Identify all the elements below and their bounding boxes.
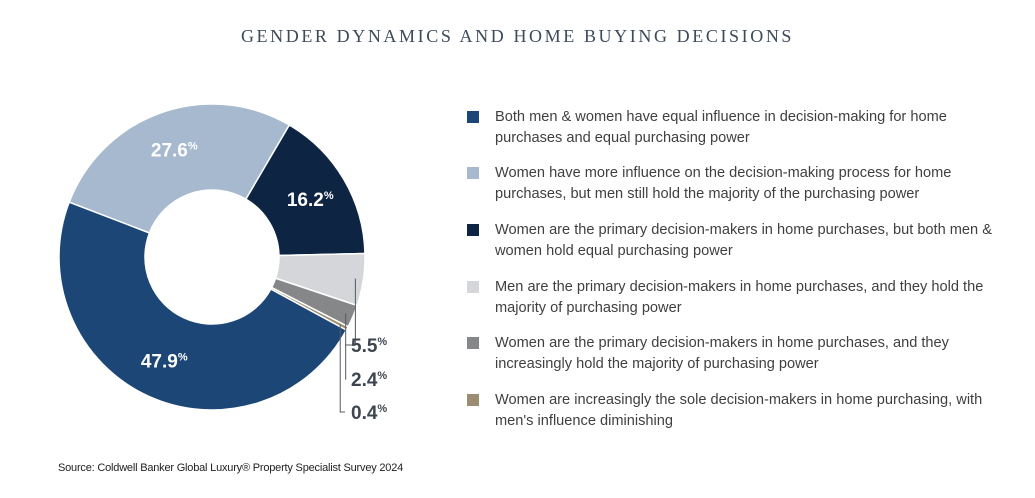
legend-label: Women have more influence on the decisio… bbox=[495, 165, 952, 202]
donut-slice bbox=[244, 123, 366, 257]
slice-label: 5.5% bbox=[351, 336, 387, 357]
chart-title: GENDER DYNAMICS AND HOME BUYING DECISION… bbox=[240, 26, 795, 46]
legend-label: Women are the primary decision-makers in… bbox=[495, 222, 992, 259]
legend-swatch bbox=[467, 167, 479, 179]
legend-item: Both men & women have equal influence in… bbox=[467, 107, 1000, 149]
leader-line bbox=[345, 313, 347, 380]
legend-label: Both men & women have equal influence in… bbox=[495, 109, 947, 146]
legend-item: Men are the primary decision-makers in h… bbox=[467, 277, 1000, 319]
legend-item: Women are the primary decision-makers in… bbox=[467, 333, 1000, 375]
slice-label: 16.2% bbox=[287, 190, 334, 211]
legend-swatch bbox=[467, 224, 479, 236]
slice-label: 0.4% bbox=[351, 403, 387, 424]
leader-line bbox=[339, 324, 345, 413]
slice-label: 2.4% bbox=[351, 370, 387, 391]
legend-swatch bbox=[467, 394, 479, 406]
slice-label: 27.6% bbox=[151, 140, 198, 161]
legend-label: Women are increasingly the sole decision… bbox=[495, 392, 983, 429]
legend-swatch bbox=[467, 111, 479, 123]
leader-line bbox=[345, 278, 356, 346]
source-note: Source: Coldwell Banker Global Luxury® P… bbox=[58, 462, 404, 474]
donut-slice bbox=[68, 103, 291, 234]
legend-label: Men are the primary decision-makers in h… bbox=[495, 279, 984, 316]
legend-item: Women have more influence on the decisio… bbox=[467, 163, 1000, 205]
legend-swatch bbox=[467, 281, 479, 293]
legend-item: Women are the primary decision-makers in… bbox=[467, 220, 1000, 262]
slice-label: 47.9% bbox=[141, 352, 188, 373]
legend-swatch bbox=[467, 337, 479, 349]
legend-item: Women are increasingly the sole decision… bbox=[467, 390, 1000, 432]
legend-label: Women are the primary decision-makers in… bbox=[495, 335, 949, 372]
donut-slice bbox=[58, 201, 348, 411]
